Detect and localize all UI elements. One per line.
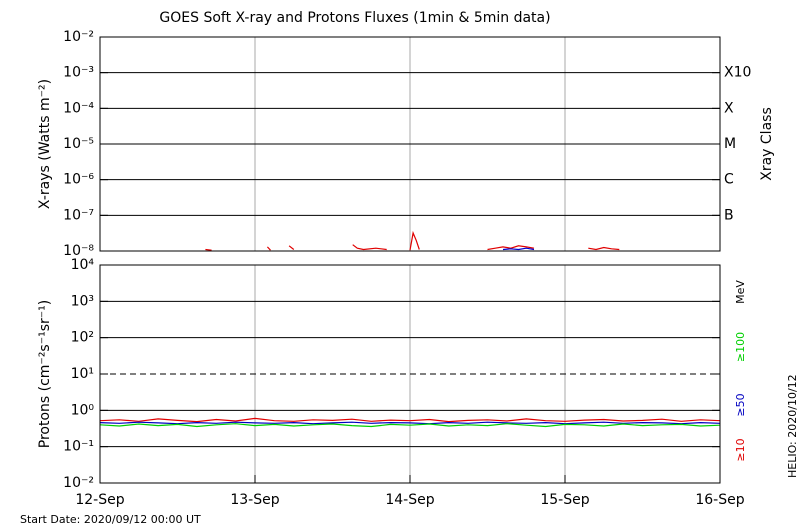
y-axis-label: X-rays (Watts m⁻²) (37, 79, 53, 209)
legend-entry: ≥10 (734, 438, 747, 461)
legend-entry: ≥100 (734, 332, 747, 362)
class-label: X (724, 100, 734, 116)
y-tick-label: 10⁻¹ (63, 439, 94, 455)
y2-axis-label: Xray Class (759, 107, 775, 181)
x-tick-label: 16-Sep (695, 492, 744, 508)
credit: HELIO: 2020/10/12 (786, 374, 799, 478)
start-date: Start Date: 2020/09/12 00:00 UT (20, 513, 201, 526)
series-line (99, 423, 721, 428)
legend-unit: MeV (734, 280, 747, 304)
chart-title: GOES Soft X-ray and Protons Fluxes (1min… (159, 10, 550, 26)
y-tick-label: 10⁰ (71, 402, 95, 418)
x-tick-label: 14-Sep (385, 492, 434, 508)
y-tick-label: 10⁻⁶ (63, 172, 94, 188)
y-tick-label: 10⁻² (63, 475, 94, 491)
y-tick-label: 10⁻³ (63, 65, 94, 81)
y-tick-label: 10³ (71, 293, 94, 309)
series-line (99, 417, 721, 423)
legend-entry: ≥50 (734, 393, 747, 416)
plot-frame (99, 36, 721, 252)
series-line (502, 247, 535, 251)
x-tick-label: 13-Sep (230, 492, 279, 508)
y-tick-label: 10⁴ (71, 257, 95, 273)
x-tick-label: 12-Sep (75, 492, 124, 508)
y-axis-label: Protons (cm⁻²s⁻¹sr⁻¹) (37, 300, 53, 449)
class-label: B (724, 207, 734, 223)
y-tick-label: 10⁻⁸ (63, 243, 94, 259)
class-label: C (724, 172, 734, 188)
series-line (205, 230, 620, 251)
y-tick-label: 10⁻⁵ (63, 136, 94, 152)
y-tick-label: 10⁻⁴ (63, 100, 94, 116)
y-tick-label: 10² (71, 330, 94, 346)
class-label: X10 (724, 65, 751, 81)
y-tick-label: 10¹ (71, 366, 94, 382)
y-tick-label: 10⁻² (63, 29, 94, 45)
class-label: M (724, 136, 736, 152)
series-line (99, 421, 721, 425)
x-tick-label: 15-Sep (540, 492, 589, 508)
y-tick-label: 10⁻⁷ (63, 207, 94, 223)
